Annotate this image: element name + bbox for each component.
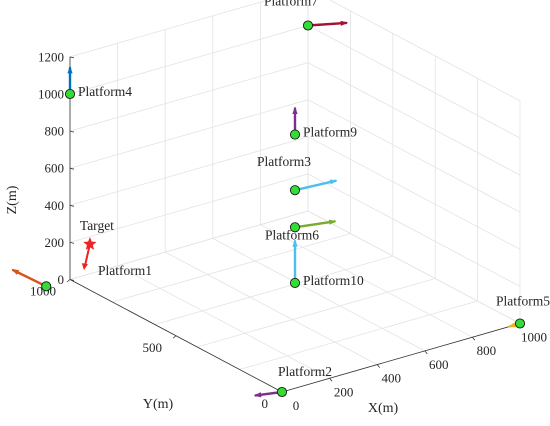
- x-tick-label: 200: [334, 384, 354, 399]
- platform-label: Platform6: [265, 227, 319, 242]
- z-tick-label: 200: [45, 235, 65, 250]
- z-tick-mark: [69, 242, 75, 244]
- grid-line: [307, 25, 521, 139]
- grid-line: [307, 136, 521, 250]
- z-tick-label: 1200: [38, 49, 64, 64]
- grid-line: [165, 251, 378, 365]
- platform-label: Platform5: [496, 294, 550, 309]
- z-tick-label: 0: [58, 272, 65, 287]
- grid-line: [154, 255, 393, 325]
- y-tick-label: 0: [262, 396, 269, 411]
- platform-label: Platform4: [78, 84, 132, 99]
- grid-line: [69, 210, 309, 280]
- y-tick-label: 500: [143, 340, 163, 355]
- platform-velocity-arrow-head: [67, 66, 73, 74]
- platform-label: Platform1: [98, 263, 152, 278]
- platform-marker: [302, 20, 314, 31]
- y-tick-mark: [66, 279, 71, 283]
- platform-velocity-arrow: [293, 220, 336, 229]
- platform-label: Platform7: [264, 0, 318, 9]
- platform-velocity-arrow-head: [329, 179, 338, 185]
- platform-velocity-arrow: [306, 21, 348, 27]
- y-axis-label: Y(m): [143, 397, 174, 412]
- platform-marker: [41, 281, 52, 292]
- z-tick-mark: [69, 167, 75, 170]
- platform-marker: [289, 222, 301, 233]
- platform-velocity-arrow-head: [292, 239, 298, 247]
- platform-velocity-arrow-head: [508, 322, 516, 328]
- z-tick-mark: [69, 56, 75, 59]
- grid-line: [69, 0, 270, 58]
- platform-label: Platform9: [303, 125, 357, 140]
- x-axis-label: X(m): [368, 401, 399, 416]
- grid-line: [112, 233, 351, 303]
- data-marks: Platform1 Platform2 Platform3 Platform4 Plat…: [11, 0, 550, 398]
- grid-line: [212, 238, 425, 352]
- x-tick-mark: [329, 378, 333, 382]
- grid-line: [69, 99, 309, 169]
- platform-marker: [276, 386, 288, 398]
- z-tick-mark: [69, 279, 75, 281]
- platform-marker: [289, 277, 301, 289]
- grid-line: [69, 62, 309, 132]
- z-tick-mark: [69, 130, 75, 133]
- x-tick-label: 800: [477, 343, 497, 358]
- x-tick-label: 0: [293, 398, 300, 413]
- platform-velocity-arrow-head: [328, 219, 337, 225]
- x-tick-label: 400: [381, 371, 401, 386]
- grid-line: [307, 173, 521, 287]
- grid-line: [307, 62, 521, 176]
- platform-velocity-arrow-head: [253, 392, 262, 398]
- z-tick-label: 400: [45, 198, 65, 213]
- grid-line: [69, 173, 309, 243]
- platform-marker: [64, 88, 76, 100]
- platform-velocity-arrow-head: [292, 106, 298, 114]
- tick-labels: 0200400600800100005001000020040060080010…: [30, 49, 547, 413]
- x-tick-mark: [376, 364, 381, 368]
- grid-layer: [69, 0, 521, 393]
- target-star-marker: [83, 236, 97, 250]
- platform-marker: [289, 129, 301, 140]
- x-tick-label: 600: [429, 357, 449, 372]
- z-axis-label: Z(m): [5, 185, 20, 214]
- platform-marker: [514, 318, 526, 329]
- y-tick-mark: [172, 335, 177, 339]
- z-tick-mark: [69, 204, 75, 207]
- platform-label: Platform2: [278, 364, 332, 379]
- x-tick-mark: [424, 350, 428, 355]
- grid-line: [197, 278, 436, 348]
- target-velocity-arrow-head: [81, 263, 88, 271]
- grid-line: [307, 210, 521, 324]
- grid-line: [329, 0, 521, 102]
- x-tick-label: 1000: [521, 330, 547, 345]
- grid-line: [117, 265, 330, 379]
- platform-velocity-arrow: [293, 179, 337, 192]
- platform-velocity-arrow-head: [11, 269, 20, 275]
- z-tick-label: 600: [45, 161, 65, 176]
- grid-line: [307, 99, 521, 213]
- grid-line: [239, 300, 478, 370]
- platform-label: Platform3: [257, 154, 311, 169]
- z-tick-label: 1000: [38, 87, 64, 102]
- x-axis-line: [281, 323, 521, 393]
- z-tick-label: 800: [45, 124, 65, 139]
- platform-velocity-arrow-head: [340, 20, 349, 26]
- grid-line: [69, 136, 309, 206]
- platform-marker: [289, 185, 301, 196]
- target-velocity-arrow: [83, 243, 91, 268]
- target-label: Target: [80, 218, 114, 233]
- platform-velocity-arrow: [12, 268, 48, 288]
- grid-line: [69, 25, 309, 95]
- x-tick-mark: [472, 336, 476, 341]
- platform-label: Platform10: [303, 273, 364, 288]
